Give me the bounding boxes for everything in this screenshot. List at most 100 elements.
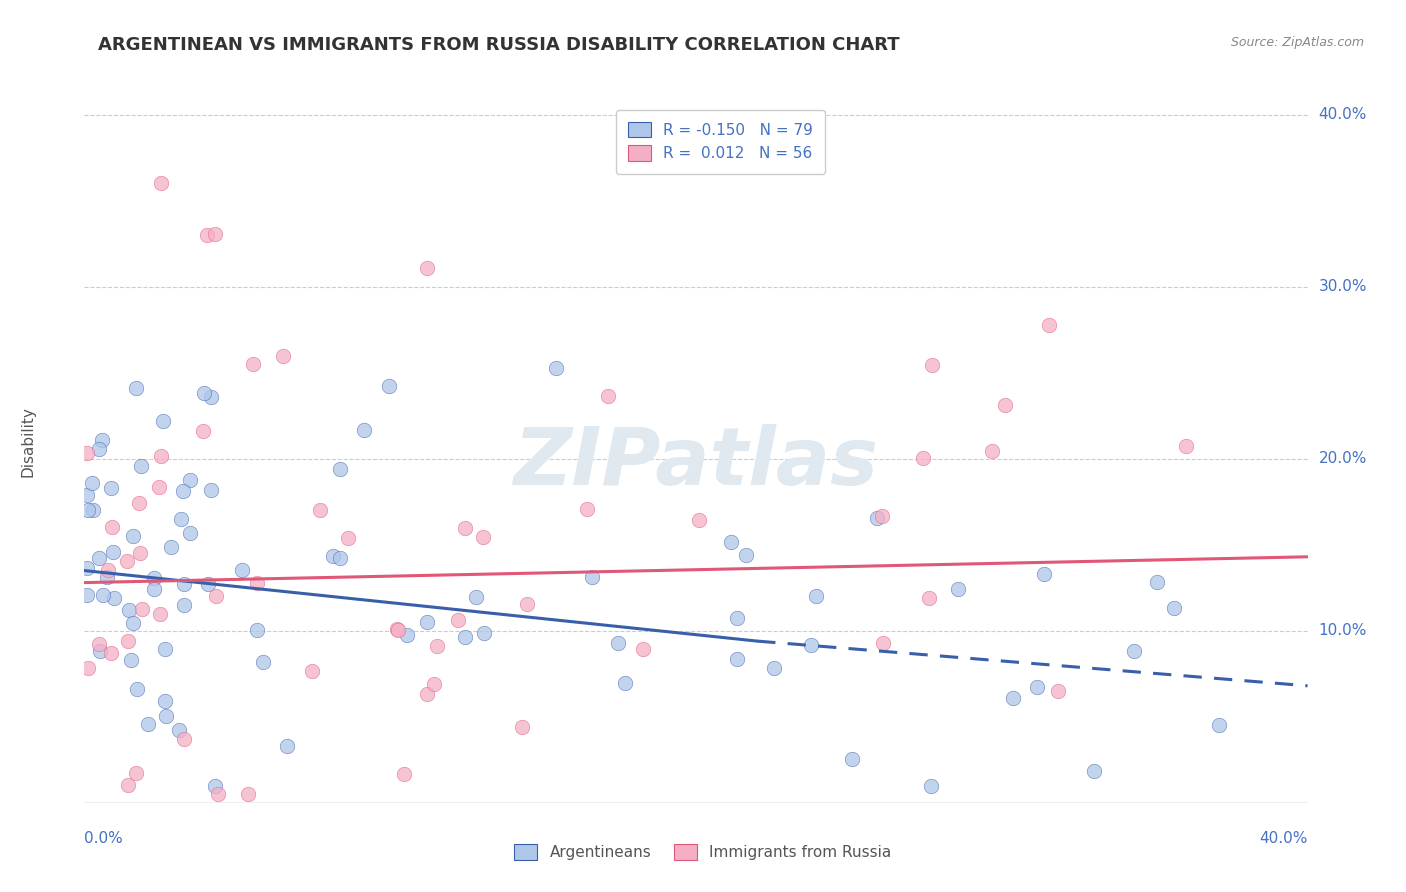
Point bbox=[96, 570, 118, 584]
Point bbox=[921, 358, 943, 372]
Point bbox=[138, 716, 160, 731]
Point bbox=[416, 261, 439, 276]
Point bbox=[172, 483, 194, 498]
Point bbox=[454, 521, 477, 535]
Point bbox=[152, 414, 174, 428]
Point bbox=[149, 177, 172, 191]
Point bbox=[918, 591, 941, 605]
Point bbox=[911, 451, 934, 466]
Point bbox=[276, 739, 298, 754]
Point bbox=[866, 510, 889, 524]
Point bbox=[191, 424, 214, 438]
Text: 40.0%: 40.0% bbox=[1260, 830, 1308, 846]
Point bbox=[242, 358, 264, 372]
Point bbox=[197, 577, 219, 591]
Point bbox=[309, 503, 332, 517]
Text: 40.0%: 40.0% bbox=[1319, 107, 1367, 122]
Legend: R = -0.150   N = 79, R =  0.012   N = 56: R = -0.150 N = 79, R = 0.012 N = 56 bbox=[616, 110, 825, 174]
Point bbox=[471, 530, 494, 544]
Text: ARGENTINEAN VS IMMIGRANTS FROM RUSSIA DISABILITY CORRELATION CHART: ARGENTINEAN VS IMMIGRANTS FROM RUSSIA DI… bbox=[98, 36, 900, 54]
Point bbox=[150, 449, 173, 463]
Point bbox=[238, 787, 260, 801]
Point bbox=[100, 481, 122, 495]
Point bbox=[200, 483, 222, 497]
Point bbox=[159, 540, 181, 554]
Point bbox=[80, 476, 103, 491]
Point bbox=[631, 642, 654, 657]
Point bbox=[125, 381, 148, 395]
Point bbox=[77, 503, 100, 517]
Point bbox=[195, 228, 218, 243]
Point bbox=[127, 681, 149, 696]
Point bbox=[271, 349, 294, 363]
Point bbox=[149, 607, 172, 622]
Point bbox=[89, 442, 111, 457]
Point bbox=[1163, 600, 1185, 615]
Point bbox=[204, 227, 226, 242]
Point bbox=[337, 531, 360, 545]
Point bbox=[100, 647, 122, 661]
Point bbox=[155, 641, 177, 656]
Point bbox=[872, 636, 894, 650]
Point bbox=[575, 501, 598, 516]
Point bbox=[200, 390, 222, 404]
Legend: Argentineans, Immigrants from Russia: Argentineans, Immigrants from Russia bbox=[509, 838, 897, 866]
Point bbox=[89, 644, 111, 658]
Point bbox=[129, 546, 152, 560]
Point bbox=[1208, 718, 1230, 732]
Point bbox=[1026, 680, 1049, 694]
Point bbox=[596, 389, 619, 403]
Point bbox=[1083, 764, 1105, 779]
Point bbox=[762, 661, 785, 675]
Text: 10.0%: 10.0% bbox=[1319, 624, 1367, 639]
Point bbox=[117, 603, 139, 617]
Point bbox=[395, 628, 418, 642]
Point bbox=[90, 433, 112, 447]
Point bbox=[447, 613, 470, 627]
Point bbox=[204, 779, 226, 793]
Point bbox=[474, 625, 496, 640]
Point bbox=[76, 589, 98, 603]
Point bbox=[173, 732, 195, 747]
Point bbox=[920, 779, 942, 793]
Point bbox=[329, 551, 352, 566]
Point bbox=[392, 767, 415, 781]
Point bbox=[82, 503, 104, 517]
Point bbox=[387, 623, 409, 637]
Point bbox=[607, 635, 630, 649]
Point bbox=[170, 512, 193, 526]
Point bbox=[800, 638, 823, 652]
Point bbox=[378, 379, 401, 393]
Point bbox=[97, 563, 120, 577]
Point bbox=[121, 615, 143, 630]
Point bbox=[231, 563, 253, 577]
Point bbox=[1146, 575, 1168, 590]
Point bbox=[252, 655, 274, 669]
Point bbox=[426, 639, 449, 653]
Point bbox=[193, 385, 215, 400]
Point bbox=[117, 634, 139, 648]
Point bbox=[510, 720, 533, 734]
Point bbox=[89, 637, 111, 651]
Point bbox=[613, 676, 636, 690]
Point bbox=[91, 589, 114, 603]
Point bbox=[77, 661, 100, 675]
Point bbox=[246, 623, 269, 637]
Point bbox=[103, 545, 125, 559]
Point bbox=[725, 652, 748, 666]
Point bbox=[120, 653, 142, 667]
Point bbox=[128, 496, 150, 510]
Point bbox=[416, 687, 439, 701]
Text: ZIPatlas: ZIPatlas bbox=[513, 425, 879, 502]
Point bbox=[148, 480, 170, 494]
Point bbox=[207, 787, 229, 801]
Point bbox=[167, 723, 190, 737]
Point bbox=[131, 459, 153, 474]
Point bbox=[101, 520, 124, 534]
Text: Disability: Disability bbox=[21, 406, 35, 477]
Point bbox=[115, 554, 138, 568]
Point bbox=[76, 446, 98, 460]
Text: 30.0%: 30.0% bbox=[1319, 279, 1367, 294]
Point bbox=[870, 509, 893, 524]
Point bbox=[1002, 690, 1025, 705]
